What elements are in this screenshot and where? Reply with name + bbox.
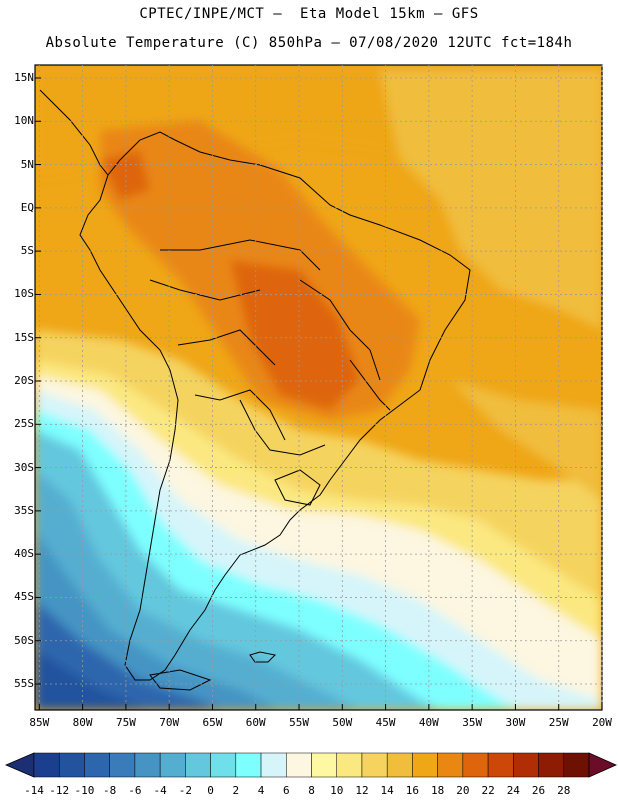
lat-label: 15N — [14, 70, 34, 84]
lat-label: 5S — [20, 244, 34, 258]
lat-label: 5N — [20, 157, 34, 171]
lat-label: 30S — [14, 460, 34, 474]
colorbar-label: -14 — [24, 784, 44, 797]
lon-label: 20W — [592, 716, 612, 729]
colorbar-label: -8 — [103, 784, 117, 797]
colorbar-swatch — [210, 752, 237, 778]
colorbar-label: 8 — [308, 784, 315, 797]
colorbar-swatch — [260, 752, 287, 778]
lon-label: 30W — [505, 716, 526, 729]
lat-label: 55S — [14, 677, 34, 691]
colorbar-swatch — [513, 752, 539, 778]
lon-label: 45W — [375, 716, 396, 729]
colorbar-label: 12 — [355, 784, 369, 797]
colorbar-label: 16 — [405, 784, 420, 797]
colorbar-swatch — [487, 752, 514, 778]
lon-label: 70W — [159, 716, 180, 729]
colorbar-underflow-arrow — [4, 752, 35, 778]
colorbar-label: -4 — [153, 784, 167, 797]
colorbar-label: 6 — [282, 784, 290, 797]
colorbar-swatch — [386, 752, 413, 778]
colorbar-swatch — [412, 752, 438, 778]
lat-label: EQ — [20, 200, 34, 214]
colorbar-label: -12 — [49, 784, 70, 797]
colorbar-swatch — [109, 752, 136, 778]
colorbar-swatch — [361, 752, 388, 778]
colorbar-label: -6 — [128, 784, 142, 797]
axis-ticks — [35, 77, 603, 710]
colorbar-label: -10 — [74, 784, 95, 797]
colorbar-label: 26 — [531, 784, 546, 797]
temperature-colorbar — [4, 752, 617, 778]
colorbar-label: 24 — [506, 784, 520, 797]
colorbar-overflow-arrow — [588, 752, 617, 778]
lat-label: 20S — [14, 374, 34, 387]
coastlines — [39, 89, 471, 691]
colorbar-swatch — [134, 752, 161, 778]
colorbar-swatch — [336, 752, 363, 778]
colorbar-swatch — [311, 752, 337, 778]
colorbar-swatch — [437, 752, 464, 778]
colorbar-swatch — [58, 752, 85, 778]
colorbar-swatch — [159, 752, 186, 778]
chart-title-line-2: Absolute Temperature (C) 850hPa – 07/08/… — [45, 35, 573, 51]
temperature-field — [35, 65, 602, 710]
colorbar-swatch — [33, 752, 60, 778]
colorbar-swatch — [563, 752, 590, 778]
lat-label: 40S — [14, 547, 34, 561]
colorbar-label: 28 — [557, 784, 571, 797]
lon-label: 60W — [245, 716, 266, 729]
colorbar-swatch — [286, 752, 312, 778]
colorbar-swatch — [84, 752, 110, 778]
lat-label: 50S — [14, 633, 34, 647]
colorbar-swatch — [462, 752, 489, 778]
colorbar-swatch — [185, 752, 211, 778]
lon-label: 85W — [29, 716, 50, 729]
colorbar-label: 22 — [481, 784, 495, 797]
colorbar-label: 4 — [257, 784, 265, 797]
lon-label: 80W — [72, 716, 93, 729]
lat-label: 10N — [14, 114, 34, 128]
colorbar-swatch — [235, 752, 262, 778]
lat-label: 35S — [14, 503, 34, 517]
colorbar-label: 14 — [380, 784, 394, 797]
lon-label: 55W — [289, 716, 309, 729]
map-frame — [34, 64, 603, 711]
lon-label: 40W — [418, 716, 439, 729]
lon-label: 75W — [115, 716, 136, 729]
lat-label: 45S — [14, 590, 34, 604]
lat-label: 25S — [14, 417, 34, 431]
lon-label: 50W — [332, 716, 353, 729]
lon-label: 35W — [462, 716, 483, 729]
lon-label: 65W — [202, 716, 223, 729]
colorbar-label: -2 — [178, 784, 192, 797]
lat-label: 15S — [14, 330, 34, 344]
lat-label: 10S — [14, 287, 34, 301]
colorbar-label: 20 — [456, 784, 470, 797]
colorbar-label: 18 — [431, 784, 445, 797]
colorbar-swatch — [538, 752, 565, 778]
colorbar-label: 10 — [330, 784, 344, 797]
colorbar-label: 2 — [232, 784, 240, 797]
colorbar-label: 0 — [207, 784, 214, 797]
lon-label: 25W — [548, 716, 569, 729]
chart-title-line-1: CPTEC/INPE/MCT – Eta Model 15km – GFS — [139, 6, 479, 22]
